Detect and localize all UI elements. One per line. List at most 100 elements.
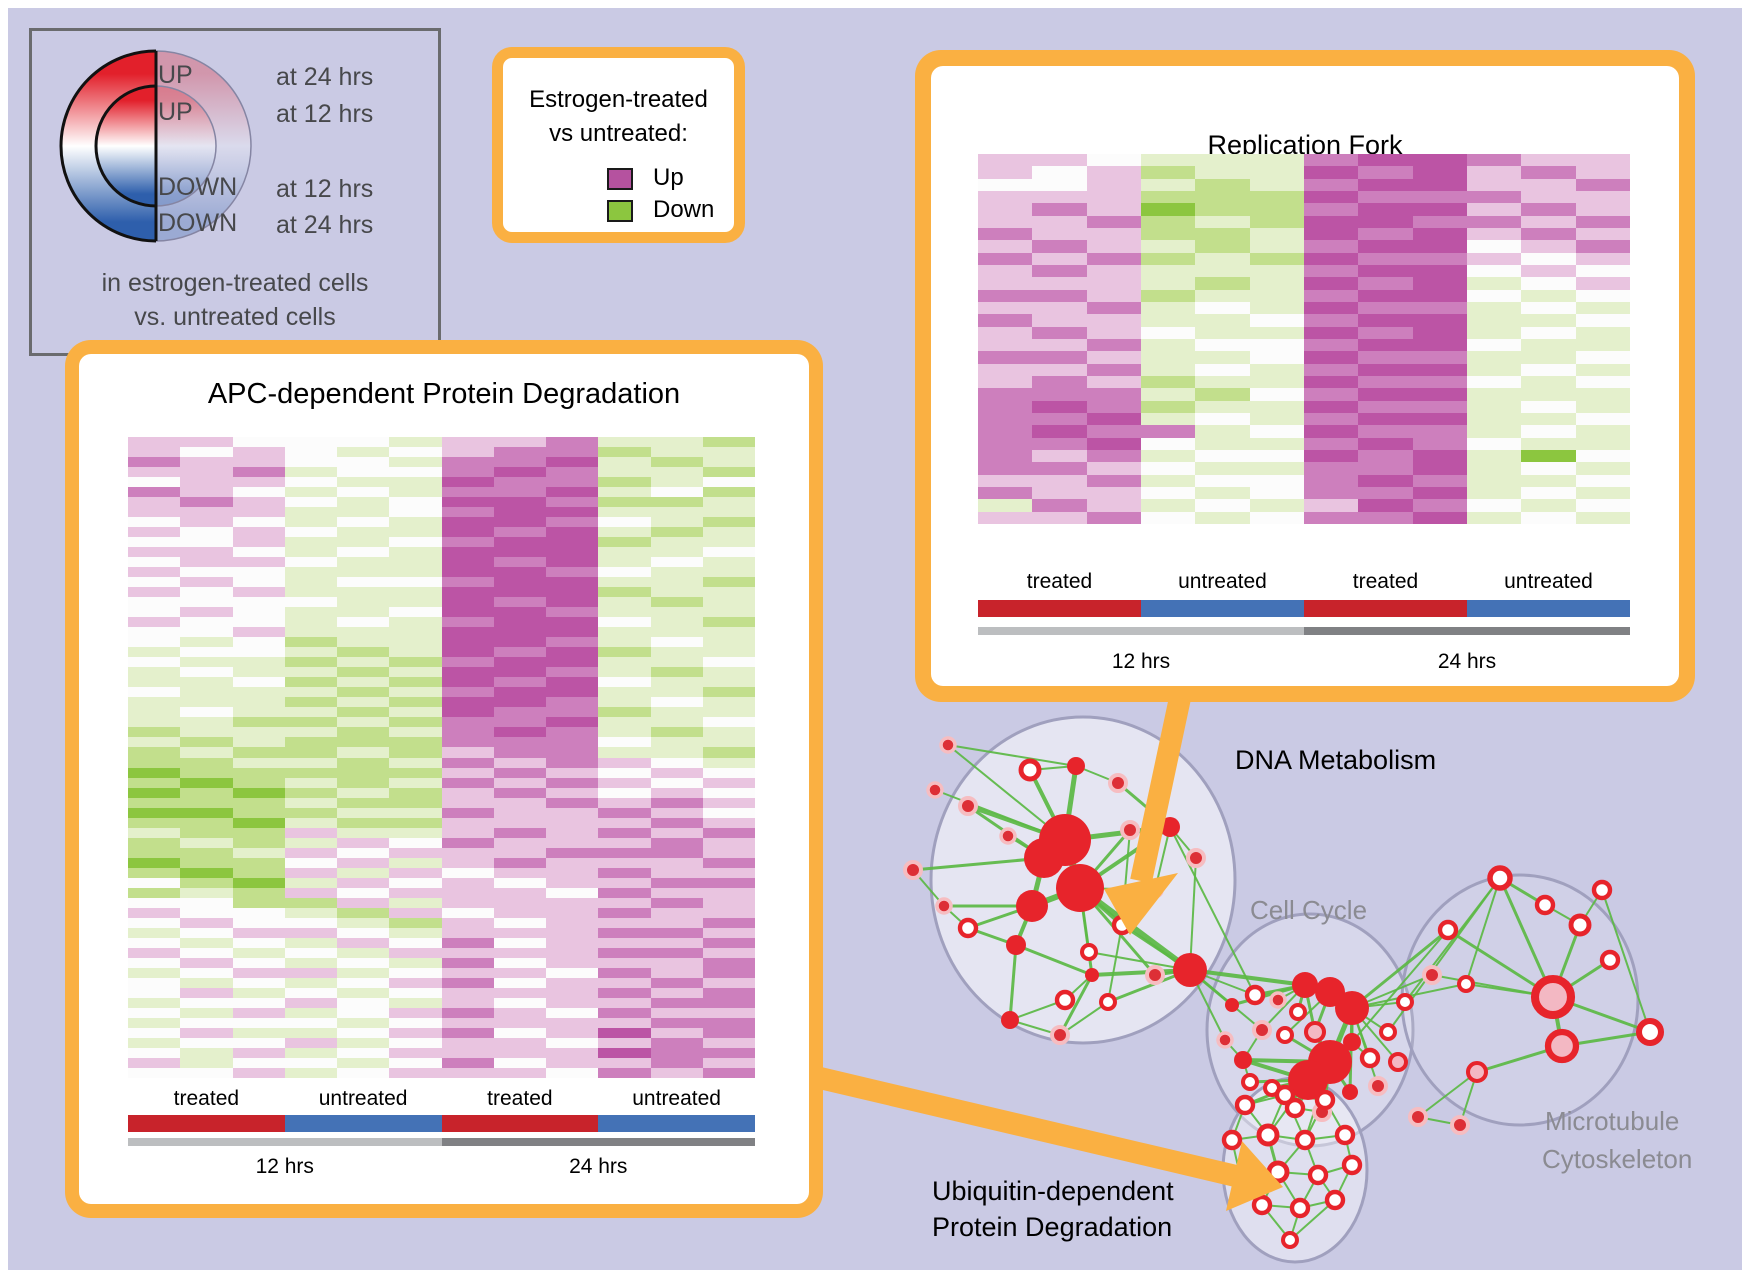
heatmap-cell xyxy=(232,507,285,518)
heatmap-cell xyxy=(1086,462,1141,475)
heatmap-cell xyxy=(1032,326,1087,339)
heatmap-cell xyxy=(598,727,651,738)
figure-background: UP at 24 hrs UP at 12 hrs DOWN at 12 hrs… xyxy=(8,8,1742,1270)
heatmap-cell xyxy=(441,587,494,598)
heatmap-cell xyxy=(650,807,703,818)
heatmap-cell xyxy=(389,667,442,678)
heatmap-cell xyxy=(232,447,285,458)
heatmap-cell xyxy=(1249,511,1304,524)
network-edge xyxy=(912,856,1045,872)
heatmap-cell xyxy=(284,507,337,518)
heatmap-cell xyxy=(1575,154,1630,167)
heatmap-cell xyxy=(598,457,651,468)
heatmap-cell xyxy=(702,1007,755,1018)
heatmap-cell xyxy=(493,547,546,558)
arrow-head-apc-to-ubiquitin xyxy=(1226,1141,1283,1211)
heatmap-cell xyxy=(1140,326,1196,339)
heatmap-cell xyxy=(1521,437,1576,450)
heatmap-cell xyxy=(180,667,233,678)
up12-label: UP xyxy=(158,98,193,126)
heatmap-cell xyxy=(1575,203,1630,216)
heatmap-cell xyxy=(702,617,755,628)
heatmap-cell xyxy=(546,807,599,818)
heatmap-cell xyxy=(650,777,703,788)
heatmap-cell xyxy=(1412,388,1467,401)
gene-node-pink xyxy=(1465,1060,1489,1084)
heatmap-cell xyxy=(1032,400,1087,413)
heatmap-cell xyxy=(1466,264,1522,278)
heatmap-cell xyxy=(546,967,599,978)
heatmap-cell xyxy=(1086,240,1141,253)
cell-cycle-label: Cell Cycle xyxy=(1250,895,1368,925)
heatmap-cell xyxy=(702,567,755,578)
heatmap-cell xyxy=(232,977,285,988)
heatmap-cell xyxy=(1358,486,1413,500)
heatmap-cell xyxy=(337,607,390,618)
heatmap-cell xyxy=(650,447,703,458)
heatmap-cell xyxy=(546,777,599,788)
heatmap-cell xyxy=(1412,215,1467,228)
heatmap-cell xyxy=(128,987,181,998)
estrogen-title-2: vs untreated: xyxy=(549,120,688,147)
heatmap-cell xyxy=(650,757,703,768)
heatmap-cell xyxy=(337,1067,390,1078)
heatmap-cell xyxy=(180,617,233,628)
heatmap-cell xyxy=(702,817,755,828)
heatmap-cell xyxy=(232,867,285,878)
heatmap-cell xyxy=(1140,338,1196,352)
heatmap-cell xyxy=(180,957,233,968)
heatmap-cell xyxy=(1086,252,1141,265)
heatmap-cell xyxy=(1412,375,1467,389)
gene-node-halo xyxy=(958,796,978,816)
heatmap-cell xyxy=(1575,314,1630,327)
timepoint-label: 12 hrs xyxy=(255,1155,314,1178)
heatmap-cell xyxy=(702,637,755,648)
heatmap-cell xyxy=(441,637,494,648)
heatmap-cell xyxy=(337,1037,390,1048)
heatmap-cell xyxy=(337,937,390,948)
heatmap-cell xyxy=(598,837,651,848)
heatmap-cell xyxy=(598,547,651,558)
heatmap-cell xyxy=(1140,166,1196,179)
apc-panel-title: APC-dependent Protein Degradation xyxy=(207,378,681,410)
heatmap-cell xyxy=(180,927,233,938)
heatmap-cell xyxy=(232,897,285,908)
gene-node-solid xyxy=(1024,838,1064,878)
heatmap-cell xyxy=(702,707,755,718)
down12-time: at 12 hrs xyxy=(276,175,374,203)
heatmap-cell xyxy=(284,837,337,848)
heatmap-cell xyxy=(1412,240,1467,253)
heatmap-cell xyxy=(546,537,599,548)
heatmap-cell xyxy=(1086,289,1141,302)
heatmap-cell xyxy=(493,607,546,618)
heatmap-cell xyxy=(1358,240,1413,253)
gene-node-solid xyxy=(1056,864,1104,912)
heatmap-cell xyxy=(1466,474,1522,487)
heatmap-cell xyxy=(1249,154,1304,167)
heatmap-cell xyxy=(1195,277,1250,290)
heatmap-cell xyxy=(702,767,755,778)
heatmap-cell xyxy=(493,857,546,868)
heatmap-cell xyxy=(702,967,755,978)
heatmap-cell xyxy=(1303,215,1359,228)
heatmap-cell xyxy=(284,537,337,548)
heatmap-cell xyxy=(284,607,337,618)
heatmap-cell xyxy=(1575,449,1630,463)
gene-node-ring xyxy=(1241,1073,1259,1091)
heatmap-cell xyxy=(1303,252,1359,265)
heatmap-cell xyxy=(180,647,233,658)
heatmap-cell xyxy=(978,252,1033,265)
heatmap-cell xyxy=(1032,449,1087,463)
heatmap-cell xyxy=(546,837,599,848)
updown-ring-icon xyxy=(59,49,252,243)
heatmap-cell xyxy=(702,447,755,458)
network-edge xyxy=(1088,951,1191,971)
heatmap-cell xyxy=(389,797,442,808)
heatmap-cell xyxy=(546,587,599,598)
heatmap-cell xyxy=(598,747,651,758)
heatmap-cell xyxy=(702,657,755,668)
heatmap-cell xyxy=(598,857,651,868)
heatmap-cell xyxy=(180,777,233,788)
heatmap-cell xyxy=(978,412,1033,426)
